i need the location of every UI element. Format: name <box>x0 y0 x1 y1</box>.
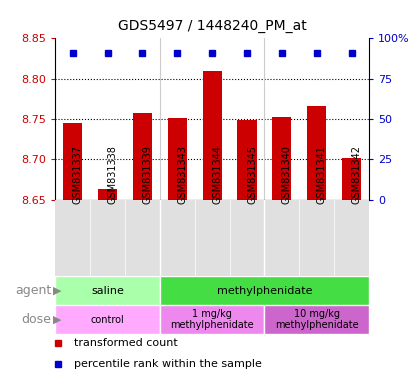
Bar <box>55 276 160 305</box>
Text: percentile rank within the sample: percentile rank within the sample <box>74 359 261 369</box>
Bar <box>55 305 160 334</box>
Text: GSM831343: GSM831343 <box>177 145 187 204</box>
Bar <box>133 113 152 200</box>
Text: agent: agent <box>15 285 51 297</box>
Bar <box>98 189 117 200</box>
Title: GDS5497 / 1448240_PM_at: GDS5497 / 1448240_PM_at <box>117 19 306 33</box>
Bar <box>237 120 256 200</box>
Text: ▶: ▶ <box>53 286 62 296</box>
Bar <box>341 158 360 200</box>
Bar <box>160 276 368 305</box>
Bar <box>306 106 326 200</box>
Text: 1 mg/kg
methylphenidate: 1 mg/kg methylphenidate <box>170 309 253 331</box>
Bar <box>167 118 187 200</box>
Text: saline: saline <box>91 286 124 296</box>
Text: dose: dose <box>21 313 51 326</box>
Text: GSM831339: GSM831339 <box>142 145 152 204</box>
Bar <box>160 305 264 334</box>
Text: control: control <box>90 314 124 325</box>
Bar <box>264 305 368 334</box>
Text: ▶: ▶ <box>53 314 62 325</box>
Bar <box>272 118 291 200</box>
Bar <box>202 71 221 200</box>
Bar <box>63 123 82 200</box>
Text: GSM831342: GSM831342 <box>351 144 361 204</box>
Text: GSM831344: GSM831344 <box>212 145 222 204</box>
Text: GSM831341: GSM831341 <box>316 145 326 204</box>
Text: GSM831338: GSM831338 <box>107 145 117 204</box>
Text: GSM831337: GSM831337 <box>73 144 83 204</box>
Text: GSM831345: GSM831345 <box>246 144 256 204</box>
Text: methylphenidate: methylphenidate <box>216 286 311 296</box>
Text: transformed count: transformed count <box>74 338 178 348</box>
Text: 10 mg/kg
methylphenidate: 10 mg/kg methylphenidate <box>274 309 357 331</box>
Text: GSM831340: GSM831340 <box>281 145 291 204</box>
